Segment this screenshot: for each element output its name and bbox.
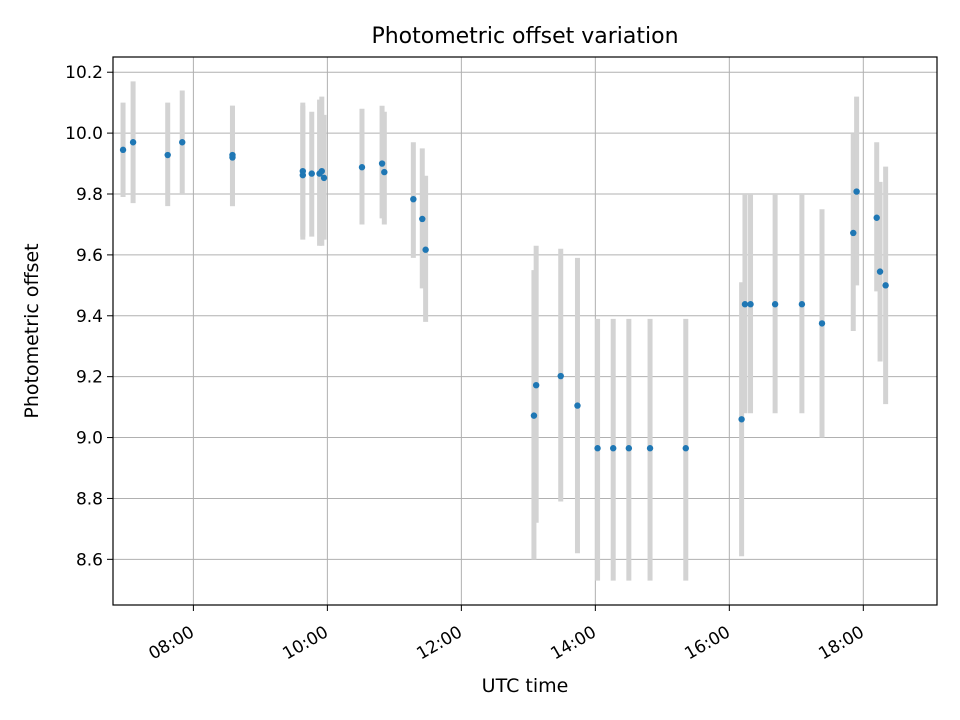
data-points: [119, 139, 889, 452]
data-point: [530, 412, 538, 419]
data-point: [646, 445, 654, 452]
data-point: [798, 301, 806, 308]
data-point: [164, 151, 171, 159]
data-point: [318, 167, 325, 175]
y-axis-label: Photometric offset: [21, 243, 43, 418]
chart-title: Photometric offset variation: [371, 24, 678, 49]
y-tick-label: 9.8: [76, 185, 103, 205]
data-point: [853, 188, 860, 195]
data-point: [179, 139, 186, 146]
y-tick-label: 9.4: [76, 307, 103, 327]
y-tick-label: 9.0: [76, 429, 103, 449]
x-axis-label: UTC time: [482, 675, 569, 697]
data-point: [818, 320, 826, 327]
grid: [113, 57, 937, 605]
data-point: [850, 229, 857, 237]
y-tick-label: 10.0: [65, 124, 103, 144]
data-point: [422, 246, 429, 253]
x-tick-label: 18:00: [815, 622, 867, 664]
data-point: [682, 445, 689, 452]
x-tick-label: 12:00: [413, 622, 465, 664]
data-point: [129, 139, 137, 146]
plot-frame: [112, 56, 938, 606]
data-point: [419, 215, 426, 223]
data-point: [747, 301, 754, 308]
data-point: [625, 445, 633, 452]
data-point: [738, 416, 745, 423]
data-point: [119, 146, 127, 154]
data-point: [594, 445, 601, 452]
data-point: [771, 301, 779, 308]
data-point: [320, 174, 328, 182]
error-bars: [120, 81, 889, 581]
data-point: [299, 171, 307, 179]
data-point: [381, 168, 388, 176]
x-tick-label: 10:00: [279, 622, 331, 664]
data-point: [308, 170, 315, 177]
y-tick-label: 10.2: [65, 63, 103, 83]
x-tick-label: 08:00: [145, 622, 197, 664]
x-axis-ticks: 08:00 10:00 12:00 14:00 16:00 18:00: [145, 605, 868, 664]
data-point: [557, 372, 564, 380]
x-tick-label: 14:00: [547, 622, 599, 664]
data-point: [410, 195, 417, 203]
y-tick-label: 9.2: [76, 368, 103, 388]
data-point: [610, 445, 617, 452]
data-point: [882, 282, 889, 289]
y-tick-label: 9.6: [76, 246, 103, 266]
data-point: [873, 214, 880, 221]
data-point: [358, 164, 366, 171]
x-tick-label: 16:00: [681, 622, 733, 664]
data-point: [229, 154, 236, 161]
y-tick-label: 8.6: [76, 550, 103, 570]
data-point: [741, 301, 749, 308]
y-tick-label: 8.8: [76, 489, 103, 509]
data-point: [378, 160, 386, 167]
data-point: [876, 268, 884, 275]
data-point: [532, 381, 540, 389]
data-point: [574, 402, 581, 409]
y-axis-ticks: 8.6 8.8 9.0 9.2 9.4 9.6 9.8 10.0 10.2: [65, 63, 113, 570]
